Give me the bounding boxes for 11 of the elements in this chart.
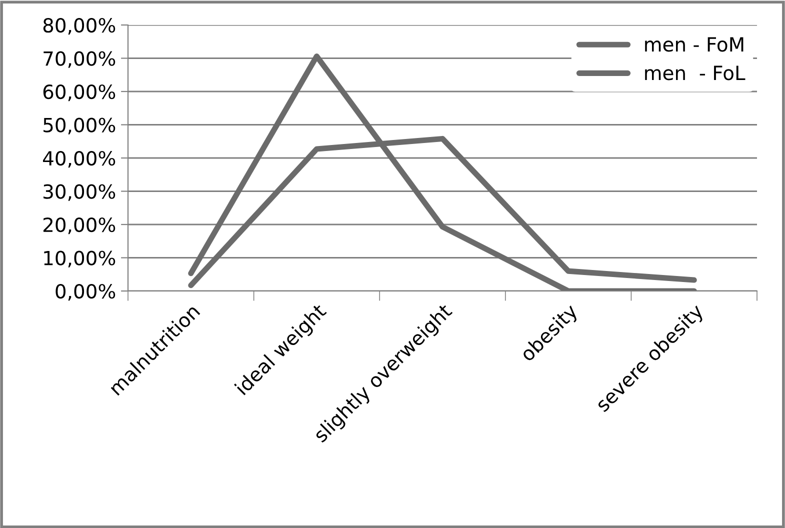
legend-label: men - FoM [645,37,744,52]
legend-label: men - FoL [645,66,746,80]
y-tick-label: 50,00% [44,118,116,134]
y-tick-label: 10,00% [44,250,116,268]
y-tick-label: 60,00% [43,84,116,102]
y-tick-label: 70,00% [44,51,116,68]
y-tick-label: 40,00% [43,150,116,168]
y-tick-label: 20,00% [43,217,116,234]
y-tick-label: 0,00% [56,284,116,301]
y-tick-label: 30,00% [44,184,116,201]
y-tick-label: 80,00% [43,18,116,35]
